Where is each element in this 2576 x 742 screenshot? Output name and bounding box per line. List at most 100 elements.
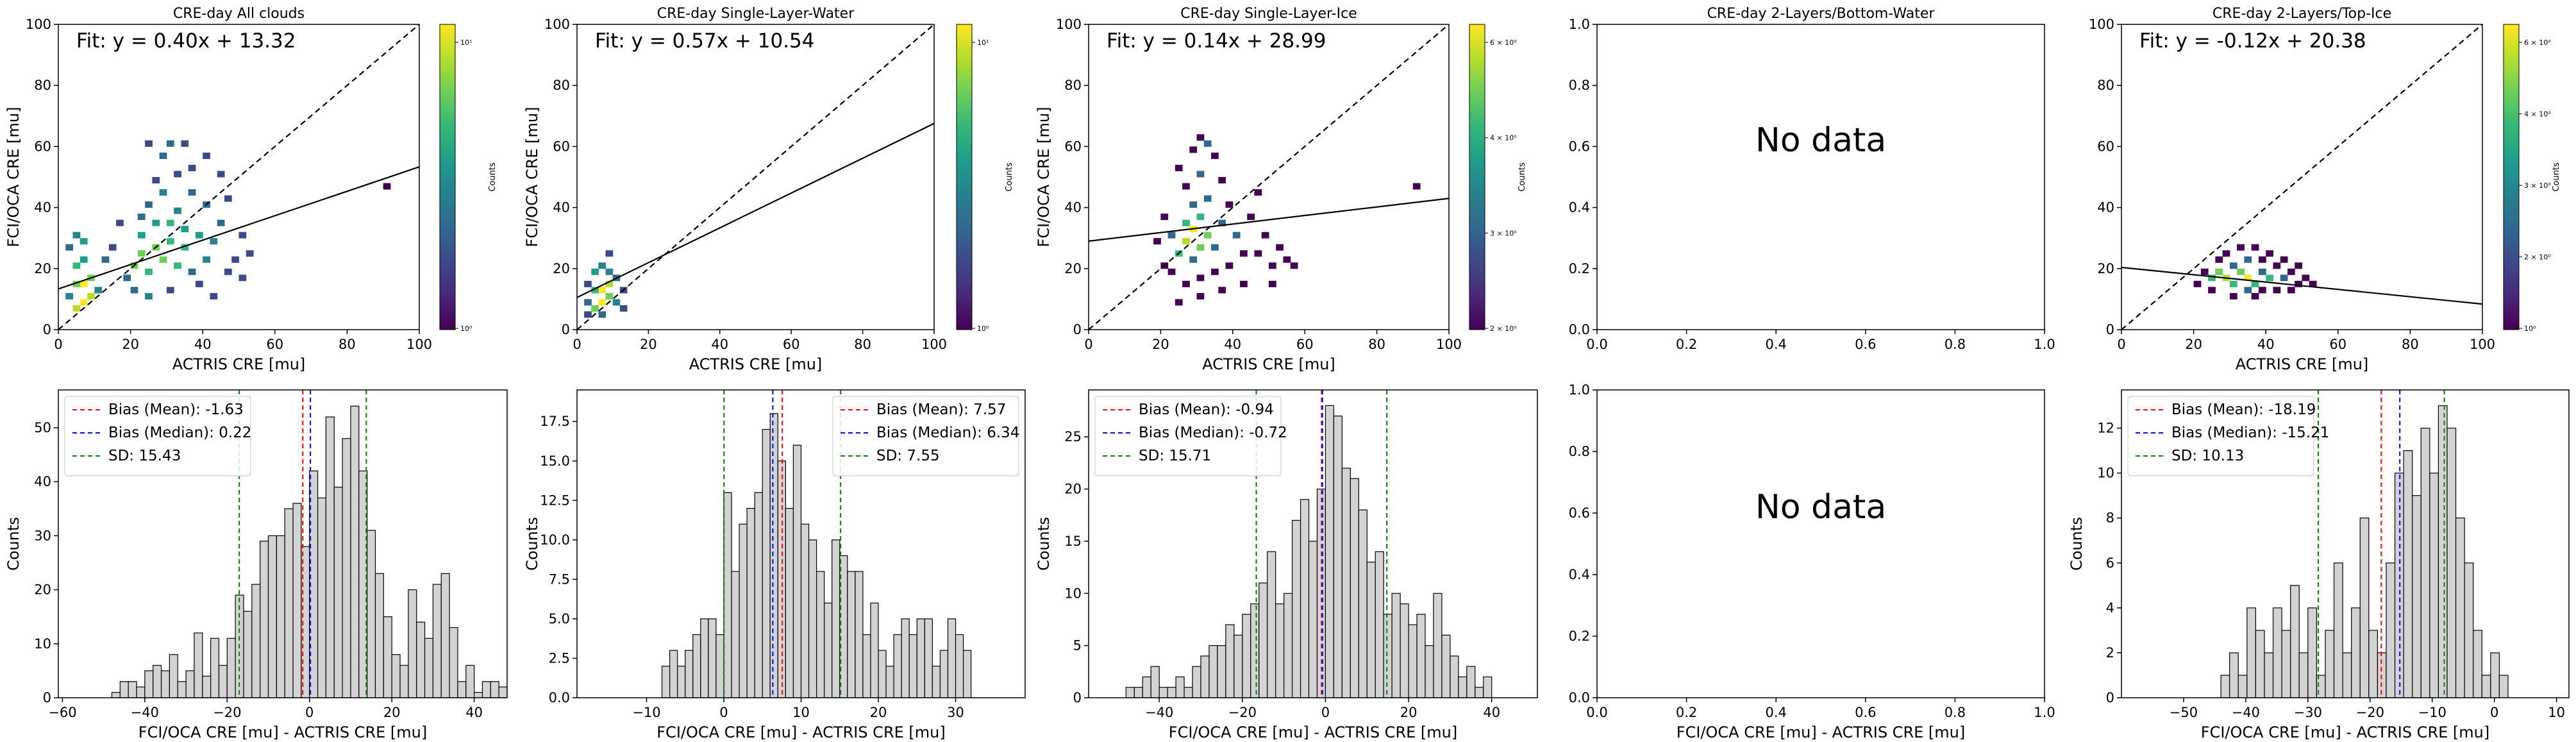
histogram-x-tick-label: 0.4 [1765,705,1786,720]
histogram-bar [1150,666,1160,698]
y-axis-label: FCI/OCA CRE [mu] [1035,107,1053,248]
heatmap-cell [152,177,160,184]
histogram-y-tick-label: 40 [34,474,51,489]
colorbar-tick-label: 10⁰ [2524,325,2536,333]
axes-frame [58,389,508,698]
histogram-bar [119,681,129,698]
legend-entry: Bias (Mean): 7.57 [876,401,1006,418]
y-axis-label: FCI/OCA CRE [mu] [523,107,541,248]
histogram-bar [1475,687,1484,698]
x-axis-label: ACTRIS CRE [mu] [1202,355,1335,373]
heatmap-x-tick-label: 80 [1368,337,1385,352]
histogram-bar [908,634,917,698]
fit-line [2121,266,2482,305]
heatmap-x-tick-label: 0 [2117,337,2125,352]
histogram-bar [2290,585,2300,698]
heatmap-cell [1196,274,1205,282]
heatmap-cell [1175,164,1183,171]
heatmap-panel: 0 20 40 60 80 100 0 20 40 60 80 100 CRE-day All clou… [4,6,498,373]
histogram-bar [251,584,261,698]
histogram-x-tick-label: −50 [2170,705,2198,720]
histogram-bar [2281,630,2291,698]
colorbar-tick-label: 2 × 10⁰ [2524,253,2551,262]
histogram-bar [1284,593,1293,698]
histogram-x-tick-label: 10 [2548,705,2565,720]
heatmap-cell [224,195,232,202]
heatmap-cell [2273,262,2281,269]
heatmap-cell [238,274,247,282]
heatmap-cell [1261,232,1269,239]
heatmap-cell [195,232,203,239]
histogram-bar [1391,593,1401,698]
heatmap-y-tick-label: 40 [2097,200,2114,215]
histogram-data [661,390,972,698]
histogram-bar [1234,634,1243,698]
heatmap-cell [137,250,146,257]
fit-equation-label: Fit: y = 0.14x + 28.99 [1107,30,1326,53]
histogram-bar [1133,687,1143,698]
fit-equation-label: Fit: y = -0.12x + 20.38 [2139,30,2366,53]
colorbar [956,24,973,330]
heatmap-cell [174,262,181,269]
histogram-y-tick-label: 5.0 [549,611,570,627]
histogram-bar [2446,427,2457,698]
histogram-bar [1466,666,1476,698]
heatmap-cell [1182,219,1190,226]
heatmap-data [58,24,419,330]
histogram-bar [342,438,351,698]
histogram-y-tick-label: 0.8 [1569,444,1590,459]
histogram-bar [1325,405,1335,698]
heatmap-x-tick-label: 0 [1084,337,1092,352]
heatmap-cell [1196,244,1205,251]
histogram-bar [160,670,170,698]
histogram-y-tick-label: 20 [34,582,51,598]
heatmap-y-tick-label: 100 [544,17,570,32]
histogram-bar [136,686,146,698]
heatmap-cell [1182,238,1190,245]
histogram-bar [924,618,933,698]
histogram-bar [2403,450,2413,698]
histogram-bar [1425,645,1434,698]
fit-line [577,122,934,298]
heatmap-cell [188,164,196,171]
histogram-bar [144,670,154,698]
heatmap-cell [137,214,146,221]
heatmap-cell [605,268,614,275]
histogram-bar [2255,630,2265,698]
histogram-x-tick-label: −40 [1145,705,1173,720]
histogram-bar [292,503,302,698]
heatmap-cell [1196,134,1205,141]
histogram-bar [2438,405,2448,698]
heatmap-cell [2244,256,2252,263]
histogram-bar [1183,687,1193,698]
heatmap-cell [2287,268,2295,275]
heatmap-cell [1189,256,1198,263]
histogram-bar [449,627,458,698]
histogram-bar [490,681,499,698]
heatmap-cell [210,292,218,299]
heatmap-cell [1211,244,1219,251]
histogram-bar [2246,607,2257,698]
histogram-bar [498,686,507,698]
heatmap-cell [1196,292,1205,299]
heatmap-cell [159,189,167,196]
heatmap-cell [1196,214,1205,221]
colorbar-tick-label: 3 × 10⁰ [1490,229,1517,237]
heatmap-cell [591,268,599,275]
heatmap-y-tick-label: 0.2 [1569,261,1590,276]
histogram-x-tick-label: 0.8 [1945,705,1966,720]
legend-entry: Bias (Median): 0.22 [108,425,251,441]
histogram-bar [325,416,335,698]
histogram-y-tick-label: 15 [1064,534,1082,549]
histogram-bar [1217,645,1226,698]
histogram-bar [1242,614,1251,698]
heatmap-data [2121,24,2482,330]
y-axis-label: Counts [523,517,541,571]
heatmap-cell [619,305,628,312]
heatmap-x-tick-label: 80 [854,337,871,352]
histogram-bar [1441,634,1451,698]
histogram-bar [276,535,285,698]
histogram-x-tick-label: 0.6 [1855,705,1876,720]
heatmap-cell [1232,232,1241,239]
heatmap-cell [145,140,153,147]
